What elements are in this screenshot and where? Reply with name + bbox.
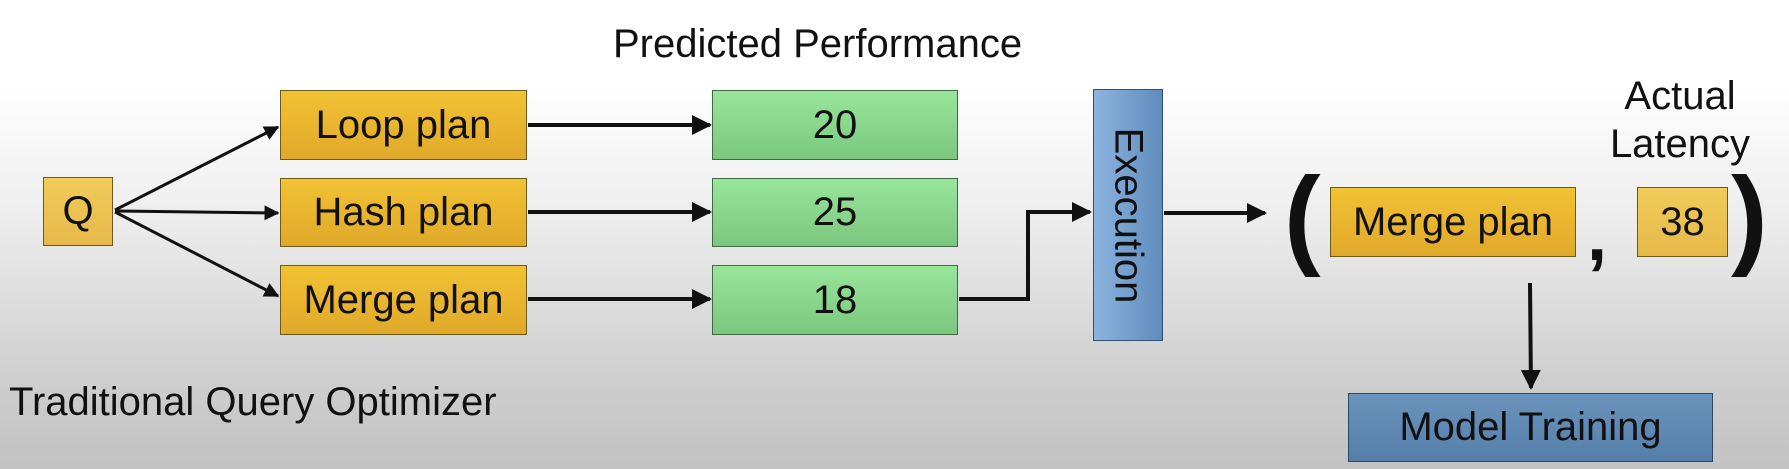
actual-latency-line1: Actual bbox=[1624, 74, 1736, 118]
latency-value-box: 38 bbox=[1637, 187, 1728, 257]
predicted-value-20-box: 20 bbox=[712, 90, 958, 160]
predicted-value-18: 18 bbox=[812, 277, 858, 322]
result-plan-box: Merge plan bbox=[1330, 187, 1576, 257]
predicted-value-20: 20 bbox=[812, 102, 858, 147]
actual-latency-line2: Latency bbox=[1609, 122, 1751, 166]
merge-plan-box: Merge plan bbox=[280, 265, 527, 335]
execution-label: Execution bbox=[1106, 127, 1151, 303]
merge-plan-label: Merge plan bbox=[303, 277, 504, 322]
open-paren: ( bbox=[1284, 155, 1321, 278]
result-plan-label: Merge plan bbox=[1352, 199, 1554, 244]
traditional-query-optimizer-label: Traditional Query Optimizer bbox=[9, 380, 497, 424]
actual-latency-label: Actual Latency bbox=[1600, 72, 1760, 168]
predicted-performance-title: Predicted Performance bbox=[613, 22, 1023, 66]
loop-plan-box: Loop plan bbox=[280, 90, 527, 160]
hash-plan-box: Hash plan bbox=[280, 178, 527, 247]
arrow-q-to-hash bbox=[114, 205, 280, 221]
predicted-value-25-box: 25 bbox=[712, 178, 958, 247]
arrow-q-to-loop bbox=[114, 125, 280, 212]
model-training-box: Model Training bbox=[1348, 393, 1713, 462]
hash-plan-label: Hash plan bbox=[313, 190, 494, 234]
latency-value: 38 bbox=[1660, 199, 1705, 244]
execution-box: Execution bbox=[1093, 89, 1163, 341]
arrow-q-to-merge bbox=[114, 210, 280, 298]
loop-plan-label: Loop plan bbox=[315, 102, 492, 147]
predicted-value-18-box: 18 bbox=[712, 265, 958, 335]
model-training-label: Model Training bbox=[1399, 405, 1662, 449]
arrow-result-to-training bbox=[1520, 282, 1541, 390]
close-paren: ) bbox=[1731, 155, 1768, 278]
query-box: Q bbox=[43, 177, 113, 246]
arrow-18-to-execution bbox=[959, 202, 1092, 301]
predicted-value-25: 25 bbox=[812, 190, 858, 234]
query-label: Q bbox=[62, 189, 94, 233]
result-comma: , bbox=[1587, 196, 1608, 276]
